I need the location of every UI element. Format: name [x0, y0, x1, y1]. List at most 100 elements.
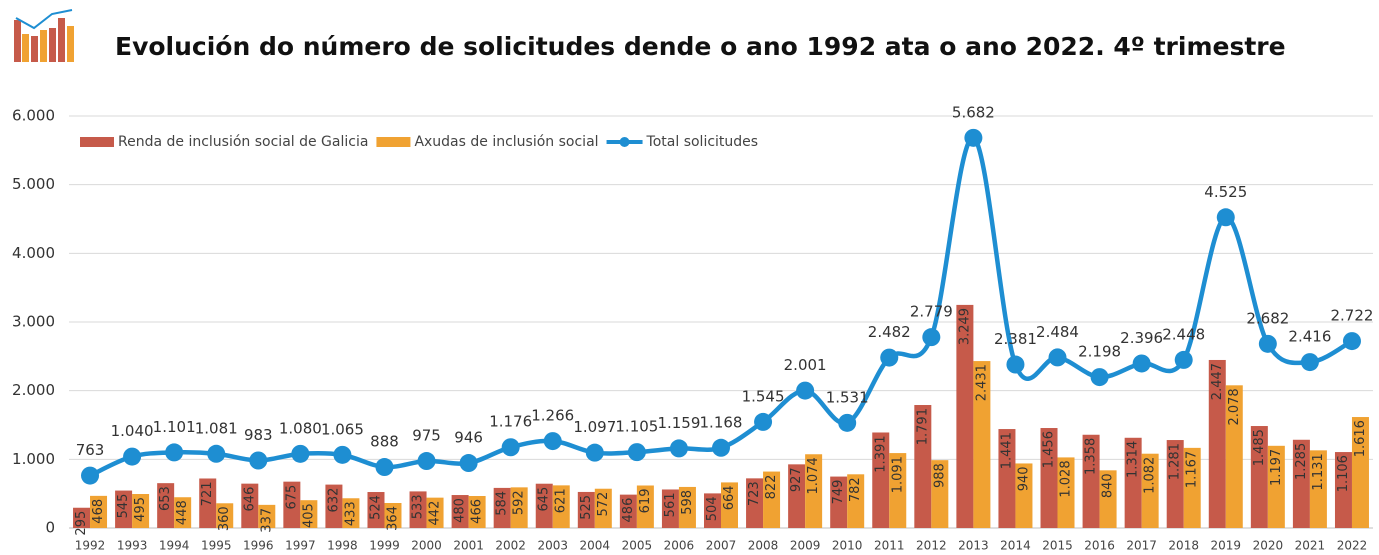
legend-swatch — [80, 137, 114, 147]
bar-value-label: 1.028 — [1059, 460, 1074, 497]
x-tick-label: 2000 — [411, 539, 442, 553]
bar — [115, 490, 133, 528]
line-marker — [501, 438, 520, 457]
x-tick-label: 2021 — [1295, 539, 1326, 553]
bar — [283, 481, 301, 528]
bar-value-label: 495 — [133, 497, 148, 522]
bar — [174, 497, 192, 528]
line-value-label: 2.001 — [784, 356, 827, 374]
x-tick-label: 2020 — [1253, 539, 1284, 553]
line-marker — [165, 443, 184, 462]
x-tick-label: 2004 — [580, 539, 611, 553]
bar — [594, 488, 612, 528]
legend-label: Total solicitudes — [646, 134, 759, 150]
line-value-label: 983 — [244, 426, 273, 444]
line-value-label: 1.105 — [615, 418, 658, 436]
x-tick-label: 1999 — [369, 539, 400, 553]
x-tick-label: 2012 — [916, 539, 947, 553]
bar-value-label: 2.078 — [1227, 388, 1242, 425]
y-tick-label: 3.000 — [12, 313, 55, 331]
line-value-label: 2.381 — [994, 330, 1037, 348]
bar-value-label: 822 — [764, 475, 779, 500]
bar-value-label: 524 — [368, 495, 383, 520]
bar-value-label: 1.616 — [1353, 420, 1368, 457]
bar — [1082, 434, 1100, 528]
x-tick-label: 1994 — [159, 539, 190, 553]
line-value-label: 1.531 — [826, 388, 869, 406]
bar-value-label: 1.074 — [806, 457, 821, 494]
x-tick-label: 2019 — [1211, 539, 1242, 553]
bar — [973, 361, 991, 528]
x-tick-label: 2003 — [537, 539, 568, 553]
bar-value-label: 1.082 — [1143, 457, 1158, 494]
y-tick-label: 0 — [45, 519, 55, 537]
bar — [914, 405, 932, 528]
bar — [661, 489, 679, 528]
x-tick-label: 2009 — [790, 539, 821, 553]
bar-value-label: 448 — [175, 500, 190, 525]
line-value-label: 1.040 — [111, 422, 154, 440]
x-tick-label: 1993 — [117, 539, 148, 553]
line-marker — [627, 443, 646, 462]
bar-value-label: 675 — [284, 485, 299, 510]
bar — [1208, 359, 1226, 528]
line-value-label: 763 — [76, 441, 105, 459]
bar — [1309, 450, 1327, 528]
legend-label: Axudas de inclusión social — [414, 134, 598, 150]
line-marker — [1048, 348, 1067, 367]
line-marker — [1090, 368, 1109, 387]
bar — [1183, 447, 1201, 528]
x-tick-label: 2007 — [706, 539, 737, 553]
line-marker — [459, 454, 478, 473]
line-marker — [712, 438, 730, 457]
bar-value-label: 480 — [453, 498, 468, 523]
bar — [73, 507, 91, 528]
line-value-label: 888 — [370, 433, 399, 451]
line-value-label: 1.266 — [531, 407, 574, 425]
line-value-label: 1.081 — [195, 419, 238, 437]
bar-value-label: 572 — [596, 492, 611, 517]
bar-value-label: 1.106 — [1336, 455, 1351, 492]
bar — [1141, 453, 1159, 528]
bar — [763, 471, 781, 528]
line-marker — [333, 445, 352, 464]
bar — [619, 494, 637, 528]
bar-value-label: 782 — [848, 477, 863, 502]
x-tick-label: 1996 — [243, 539, 274, 553]
line-value-label: 2.416 — [1288, 328, 1331, 346]
chart-icon — [14, 9, 74, 62]
bar — [409, 491, 427, 528]
bar-value-label: 1.285 — [1294, 443, 1309, 480]
bar — [510, 487, 528, 528]
line-marker — [123, 447, 142, 466]
bar-value-label: 1.131 — [1311, 453, 1326, 490]
y-tick-label: 5.000 — [12, 175, 55, 193]
bar — [1124, 437, 1142, 528]
bar-value-label: 486 — [621, 498, 636, 523]
bar — [788, 464, 806, 528]
bar — [241, 483, 259, 528]
bar — [90, 495, 108, 528]
x-tick-label: 1997 — [285, 539, 316, 553]
bar-value-label: 295 — [74, 511, 89, 536]
bar-value-label: 1.167 — [1185, 451, 1200, 488]
line-marker — [754, 412, 773, 431]
bar — [367, 492, 385, 528]
line-marker — [207, 444, 226, 463]
bar — [1351, 417, 1369, 528]
bar — [805, 454, 823, 528]
legend-swatch — [619, 137, 630, 147]
bar — [552, 485, 570, 528]
bar-value-label: 468 — [91, 499, 106, 524]
bar — [721, 482, 738, 528]
bar-value-label: 561 — [663, 492, 678, 517]
bar-value-label: 1.358 — [1084, 438, 1099, 475]
x-tick-label: 2002 — [495, 539, 526, 553]
bar-value-label: 533 — [411, 494, 426, 519]
bar-value-label: 621 — [554, 488, 569, 513]
bar — [1166, 440, 1184, 528]
x-tick-label: 2010 — [832, 539, 863, 553]
line-marker — [838, 413, 857, 432]
bar-value-label: 466 — [470, 499, 485, 524]
x-tick-label: 2018 — [1168, 539, 1199, 553]
